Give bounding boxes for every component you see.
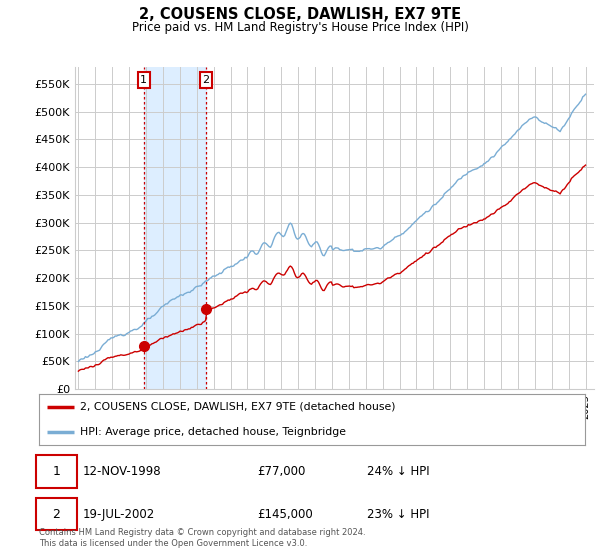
Text: 24% ↓ HPI: 24% ↓ HPI	[367, 465, 429, 478]
Text: Contains HM Land Registry data © Crown copyright and database right 2024.
This d: Contains HM Land Registry data © Crown c…	[39, 528, 365, 548]
Text: 2: 2	[53, 507, 61, 521]
Text: 1: 1	[53, 465, 61, 478]
Text: 2, COUSENS CLOSE, DAWLISH, EX7 9TE: 2, COUSENS CLOSE, DAWLISH, EX7 9TE	[139, 7, 461, 22]
Text: 23% ↓ HPI: 23% ↓ HPI	[367, 507, 429, 521]
Text: Price paid vs. HM Land Registry's House Price Index (HPI): Price paid vs. HM Land Registry's House …	[131, 21, 469, 34]
Text: £145,000: £145,000	[257, 507, 313, 521]
Text: £77,000: £77,000	[257, 465, 306, 478]
Text: 12-NOV-1998: 12-NOV-1998	[83, 465, 161, 478]
Text: 19-JUL-2002: 19-JUL-2002	[83, 507, 155, 521]
FancyBboxPatch shape	[36, 498, 77, 530]
Bar	[144, 67, 206, 389]
Text: 2: 2	[202, 75, 209, 85]
Text: 2, COUSENS CLOSE, DAWLISH, EX7 9TE (detached house): 2, COUSENS CLOSE, DAWLISH, EX7 9TE (deta…	[80, 402, 395, 412]
Text: HPI: Average price, detached house, Teignbridge: HPI: Average price, detached house, Teig…	[80, 427, 346, 437]
Text: 1: 1	[140, 75, 148, 85]
FancyBboxPatch shape	[36, 455, 77, 488]
